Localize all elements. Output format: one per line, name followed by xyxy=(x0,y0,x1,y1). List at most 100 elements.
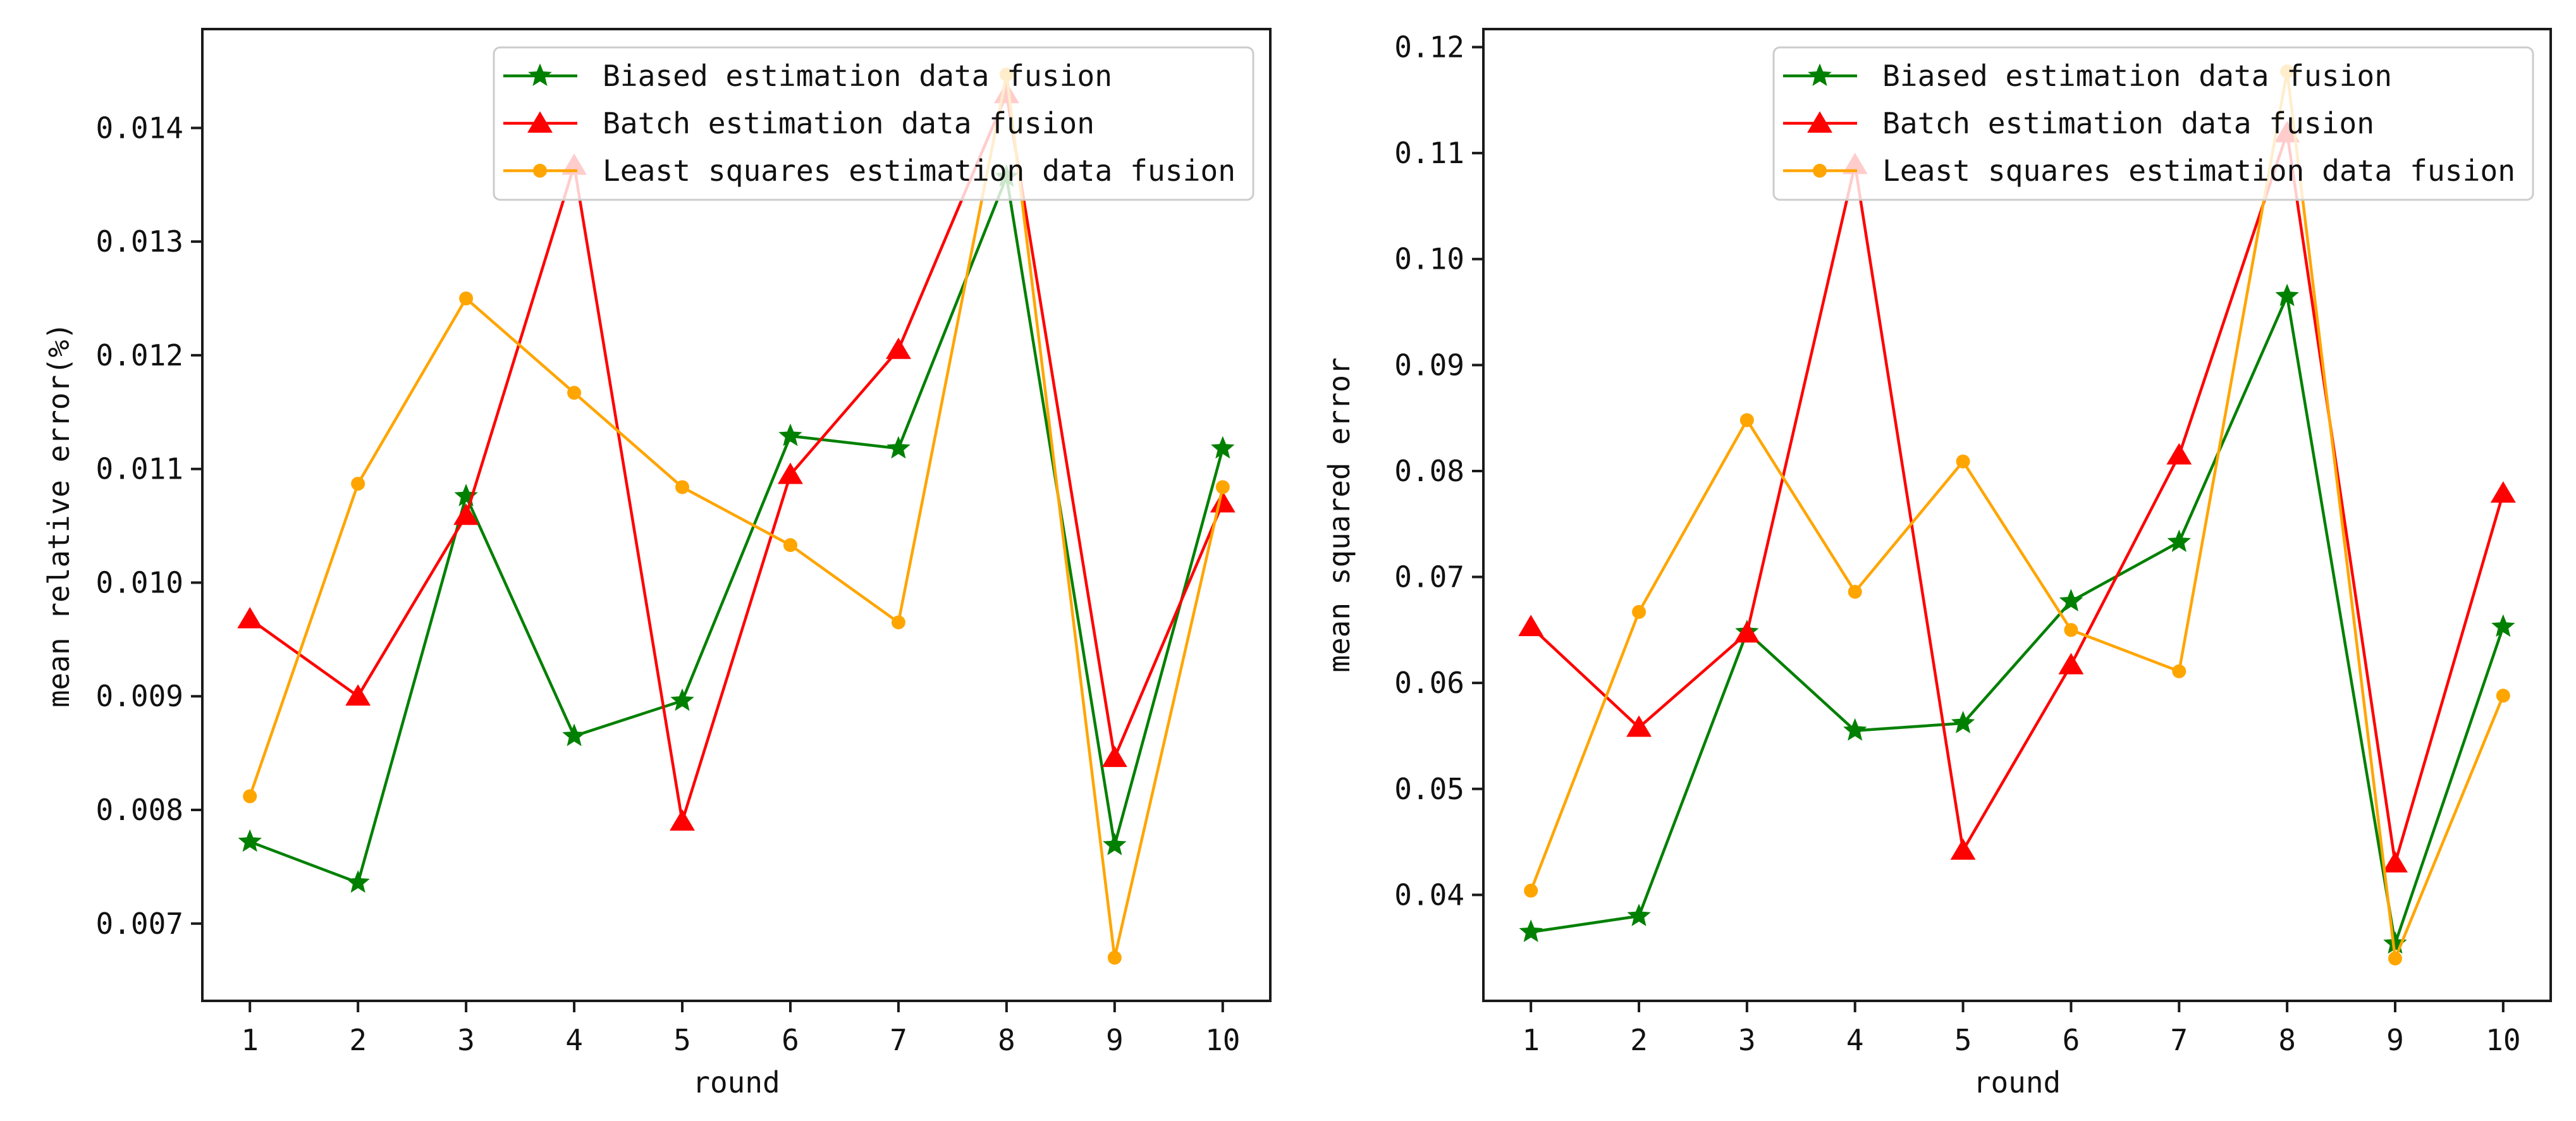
x-tick-label: 7 xyxy=(2170,1023,2188,1057)
data-point-circle-marker xyxy=(2064,623,2078,637)
data-point-star-marker xyxy=(886,436,911,459)
data-point-circle-marker xyxy=(1107,950,1122,965)
data-point-star-marker xyxy=(2491,614,2515,637)
legend-label: Biased estimation data fusion xyxy=(603,59,1112,93)
data-point-circle-marker xyxy=(567,386,582,400)
legend-circle-marker xyxy=(1813,164,1827,178)
legend-star-marker xyxy=(1808,63,1832,86)
x-tick-label: 1 xyxy=(241,1023,259,1057)
x-axis: 1 2 3 4 5 6 7 8 9 10 xyxy=(241,1001,1240,1057)
data-point-star-marker xyxy=(1951,711,1975,733)
data-point-triangle-marker xyxy=(2058,652,2084,675)
y-tick-label: 0.04 xyxy=(1394,878,1464,912)
x-tick-label: 4 xyxy=(1846,1023,1864,1057)
legend-entry-biased-estimation-data-fusion: Biased estimation data fusion xyxy=(503,59,1112,93)
data-point-triangle-marker xyxy=(1518,615,1544,637)
data-point-star-marker xyxy=(238,829,262,852)
axes-frame xyxy=(201,28,1272,1002)
legend-entry-least-squares-estimation-data-fusion: Least squares estimation data fusion xyxy=(1783,154,2515,188)
series-line xyxy=(248,92,1224,823)
data-point-circle-marker xyxy=(2388,951,2402,965)
data-point-triangle-marker xyxy=(1734,621,1760,643)
legend-entry-least-squares-estimation-data-fusion: Least squares estimation data fusion xyxy=(503,154,1236,188)
legend-star-marker xyxy=(528,63,552,86)
data-point-circle-marker xyxy=(891,615,905,630)
data-point-triangle-marker xyxy=(2166,443,2192,465)
data-point-circle-marker xyxy=(1956,454,1970,469)
x-tick-label: 10 xyxy=(1205,1023,1240,1057)
x-tick-label: 4 xyxy=(565,1023,583,1057)
x-tick-label: 3 xyxy=(457,1023,475,1057)
legend-box xyxy=(1772,46,2534,201)
data-point-star-marker xyxy=(670,688,694,711)
x-tick-label: 2 xyxy=(349,1023,367,1057)
data-point-star-marker xyxy=(346,870,370,893)
data-point-triangle-marker xyxy=(2490,481,2516,503)
y-tick-label: 0.11 xyxy=(1394,136,1464,170)
data-point-triangle-marker xyxy=(778,462,803,484)
data-point-triangle-marker xyxy=(345,684,371,706)
x-tick-label: 8 xyxy=(998,1023,1015,1057)
data-point-triangle-marker xyxy=(1950,838,1976,860)
data-point-circle-marker xyxy=(783,538,797,553)
x-tick-label: 2 xyxy=(1630,1023,1648,1057)
data-point-circle-marker xyxy=(243,789,257,804)
data-point-triangle-marker xyxy=(1210,491,1236,513)
y-tick-label: 0.008 xyxy=(96,793,183,827)
data-point-star-marker xyxy=(1627,904,1651,926)
series-line xyxy=(248,73,1224,959)
axes-frame xyxy=(1482,28,2552,1002)
legend: Biased estimation data fusion Batch estim… xyxy=(493,46,1254,201)
y-tick-label: 0.012 xyxy=(96,338,183,372)
data-point-triangle-marker xyxy=(1626,715,1652,737)
ylabel-mean-squared-error: mean squared error xyxy=(1322,357,1356,673)
x-tick-label: 5 xyxy=(673,1023,691,1057)
data-point-circle-marker xyxy=(1524,883,1538,898)
y-tick-label: 0.013 xyxy=(96,224,183,259)
series-least-squares-estimation-data-fusion xyxy=(1524,64,2510,965)
x-axis: 1 2 3 4 5 6 7 8 9 10 xyxy=(1522,1001,2521,1057)
data-point-triangle-marker xyxy=(1101,745,1127,768)
x-tick-label: 8 xyxy=(2278,1023,2296,1057)
series-line xyxy=(1530,132,2505,865)
data-point-star-marker xyxy=(778,423,802,446)
x-tick-label: 10 xyxy=(2486,1023,2520,1057)
data-point-triangle-marker xyxy=(237,606,263,628)
legend-label: Batch estimation data fusion xyxy=(603,106,1095,140)
panel-mean-relative-error: 1 2 3 4 5 6 7 8 9 10 0.007 0.008 0.009 0.010 0.011 0.01… xyxy=(42,28,1272,1100)
y-tick-label: 0.007 xyxy=(96,907,183,941)
data-point-circle-marker xyxy=(1632,604,1647,619)
x-tick-label: 7 xyxy=(890,1023,907,1057)
data-point-triangle-marker xyxy=(885,337,911,359)
y-tick-label: 0.12 xyxy=(1394,30,1464,64)
data-point-triangle-marker xyxy=(670,809,695,831)
y-tick-label: 0.05 xyxy=(1394,772,1464,806)
series-line xyxy=(1530,295,2505,945)
data-point-circle-marker xyxy=(351,477,365,491)
legend-triangle-marker xyxy=(1807,111,1832,133)
y-tick-label: 0.10 xyxy=(1394,242,1464,276)
data-point-star-marker xyxy=(1211,436,1235,459)
legend-entry-biased-estimation-data-fusion: Biased estimation data fusion xyxy=(1783,59,2392,93)
y-tick-label: 0.07 xyxy=(1394,560,1464,594)
x-tick-label: 6 xyxy=(2063,1023,2080,1057)
x-tick-label: 6 xyxy=(782,1023,799,1057)
data-point-circle-marker xyxy=(2496,689,2510,703)
series-line xyxy=(1530,70,2505,960)
legend-entry-batch-estimation-data-fusion: Batch estimation data fusion xyxy=(503,106,1095,140)
y-axis: 0.04 0.05 0.06 0.07 0.08 0.09 0.10 0.11 0.12 xyxy=(1394,30,1483,912)
data-point-star-marker xyxy=(2275,283,2299,307)
legend-circle-marker xyxy=(533,164,547,178)
y-tick-label: 0.09 xyxy=(1394,348,1464,382)
xlabel-round: round xyxy=(1973,1065,2061,1100)
data-point-star-marker xyxy=(1843,718,1867,741)
data-point-circle-marker xyxy=(459,291,474,306)
data-point-star-marker xyxy=(1103,833,1127,855)
legend-box xyxy=(493,46,1254,201)
panel-mean-squared-error: 1 2 3 4 5 6 7 8 9 100.040.050.060.070.080.090.100… xyxy=(1322,28,2552,1100)
data-point-star-marker xyxy=(562,723,586,747)
data-point-circle-marker xyxy=(675,480,690,494)
y-tick-label: 0.011 xyxy=(96,452,183,486)
y-tick-label: 0.010 xyxy=(96,565,183,599)
